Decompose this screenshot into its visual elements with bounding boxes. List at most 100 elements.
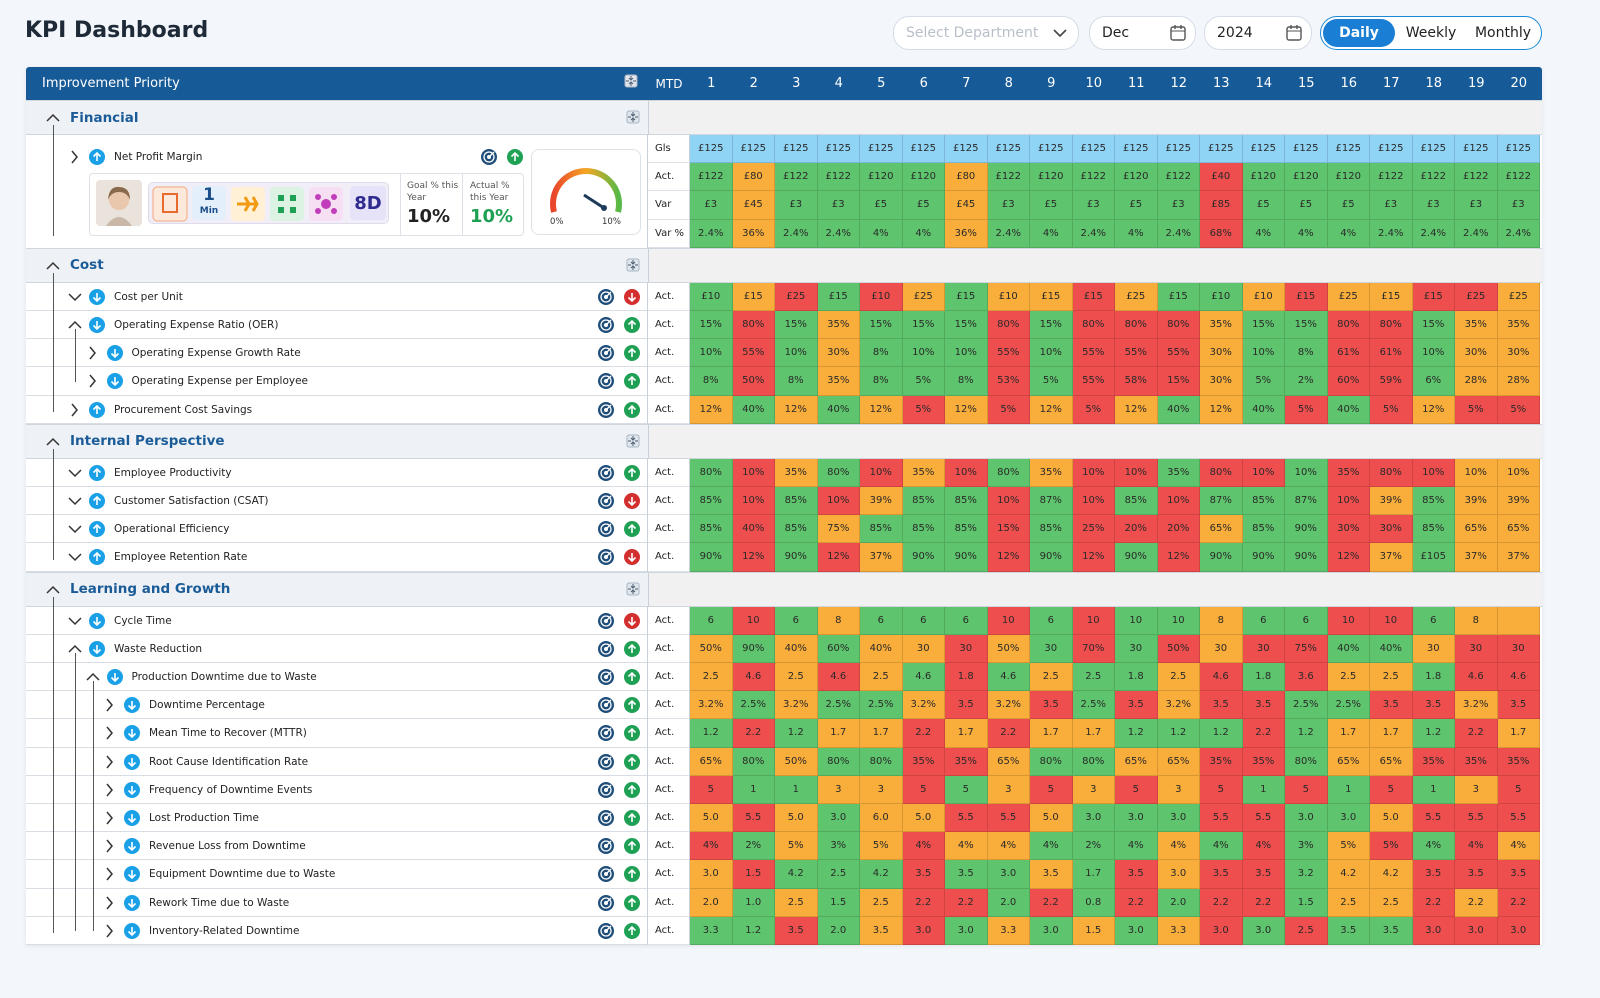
expand-toggle[interactable] [66, 548, 84, 566]
kpi-name[interactable]: Mean Time to Recover (MTTR) [149, 727, 307, 740]
target-icon[interactable] [597, 894, 615, 912]
section-toggle[interactable] [44, 433, 62, 451]
expand-toggle[interactable] [84, 344, 102, 362]
kpi-cell: 80% [1072, 311, 1115, 340]
target-icon[interactable] [597, 548, 615, 566]
year-picker[interactable]: 2024 [1204, 16, 1312, 50]
expand-toggle[interactable] [66, 316, 84, 334]
target-icon[interactable] [597, 640, 615, 658]
target-icon[interactable] [597, 668, 615, 686]
expand-toggle[interactable] [101, 753, 119, 771]
kpi-name[interactable]: Frequency of Downtime Events [149, 783, 313, 796]
kpi-name[interactable]: Operating Expense Growth Rate [131, 347, 301, 360]
target-icon[interactable] [597, 612, 615, 630]
kpi-cell: 12% [732, 543, 775, 572]
section-toggle[interactable] [44, 581, 62, 599]
priority-icon-glyph [89, 401, 105, 418]
kpi-cell: 3.2% [690, 691, 733, 720]
expand-toggle[interactable] [66, 520, 84, 538]
collapse-all-button[interactable] [624, 74, 642, 92]
section-collapse[interactable] [626, 434, 644, 452]
kpi-cell: 15% [902, 311, 945, 340]
kpi-name[interactable]: Equipment Downtime due to Waste [149, 868, 336, 881]
target-icon[interactable] [597, 492, 615, 510]
target-icon-glyph [598, 373, 614, 390]
expand-toggle[interactable] [66, 492, 84, 510]
expand-toggle[interactable] [101, 837, 119, 855]
kpi-cell: 4.6 [1497, 663, 1540, 692]
kpi-name[interactable]: Downtime Percentage [149, 699, 265, 712]
expand-toggle[interactable] [66, 401, 84, 419]
kpi-name[interactable]: Operating Expense Ratio (OER) [114, 319, 279, 332]
section-collapse[interactable] [626, 258, 644, 276]
target-icon[interactable] [597, 696, 615, 714]
target-icon[interactable] [597, 724, 615, 742]
kpi-cell: 15% [690, 311, 733, 340]
kpi-name[interactable]: Customer Satisfaction (CSAT) [114, 495, 269, 508]
target-icon[interactable] [597, 922, 615, 940]
kpi-cell: 3.0 [1030, 916, 1073, 945]
section-collapse[interactable] [626, 110, 644, 128]
priority-icon-glyph [124, 697, 140, 714]
target-icon[interactable] [597, 520, 615, 538]
target-icon[interactable] [597, 781, 615, 799]
expand-toggle[interactable] [101, 894, 119, 912]
expand-toggle[interactable] [101, 724, 119, 742]
section-toggle[interactable] [44, 257, 62, 275]
target-icon[interactable] [597, 837, 615, 855]
expand-toggle[interactable] [84, 668, 102, 686]
expand-toggle[interactable] [66, 640, 84, 658]
target-icon[interactable] [597, 865, 615, 883]
kpi-name[interactable]: Operating Expense per Employee [131, 375, 309, 388]
kpi-name[interactable]: Operational Efficiency [114, 523, 230, 536]
period-tab[interactable]: Daily [1323, 19, 1395, 47]
kpi-name[interactable]: Lost Production Time [149, 812, 259, 825]
priority-icon [88, 492, 106, 510]
kpi-name[interactable]: Production Downtime due to Waste [131, 671, 317, 684]
target-icon[interactable] [597, 288, 615, 306]
kpi-name[interactable]: Employee Productivity [114, 466, 232, 479]
kpi-name[interactable]: Cycle Time [114, 614, 172, 627]
period-tab[interactable]: Weekly [1405, 25, 1457, 41]
target-icon[interactable] [597, 372, 615, 390]
row-divider [26, 859, 648, 861]
kpi-cell: 28% [1455, 367, 1498, 396]
kpi-name[interactable]: Inventory-Related Downtime [149, 924, 300, 937]
kpi-cell: £80 [945, 163, 988, 192]
kpi-name[interactable]: Net Profit Margin [114, 151, 203, 163]
section-collapse[interactable] [626, 582, 644, 600]
kpi-cell: 3.0 [1157, 804, 1200, 833]
expand-toggle[interactable] [101, 696, 119, 714]
kpi-cell: 10% [860, 458, 903, 487]
day-header: 8 [1004, 76, 1013, 91]
expand-toggle[interactable] [66, 148, 84, 166]
expand-toggle[interactable] [66, 464, 84, 482]
target-icon[interactable] [597, 401, 615, 419]
kpi-name[interactable]: Waste Reduction [114, 642, 203, 655]
target-icon[interactable] [597, 464, 615, 482]
target-icon[interactable] [597, 344, 615, 362]
month-picker[interactable]: Dec [1089, 16, 1196, 50]
section-fill [648, 247, 1542, 283]
kpi-name[interactable]: Root Cause Identification Rate [149, 755, 309, 768]
expand-toggle[interactable] [101, 781, 119, 799]
expand-toggle[interactable] [66, 612, 84, 630]
expand-toggle[interactable] [101, 865, 119, 883]
kpi-name[interactable]: Procurement Cost Savings [114, 403, 253, 416]
target-icon[interactable] [597, 316, 615, 334]
target-icon[interactable] [597, 753, 615, 771]
kpi-name[interactable]: Employee Retention Rate [114, 551, 248, 564]
target-icon[interactable] [480, 148, 498, 166]
kpi-name[interactable]: Cost per Unit [114, 290, 183, 303]
kpi-name[interactable]: Rework Time due to Waste [149, 896, 290, 909]
expand-toggle[interactable] [101, 922, 119, 940]
expand-toggle[interactable] [101, 809, 119, 827]
kpi-name[interactable]: Revenue Loss from Downtime [149, 840, 306, 853]
department-select[interactable]: Select Department [893, 16, 1079, 50]
period-tab[interactable]: Monthly [1474, 25, 1532, 41]
kpi-cell: 1.7 [945, 719, 988, 748]
target-icon[interactable] [597, 809, 615, 827]
section-toggle[interactable] [44, 109, 62, 127]
expand-toggle[interactable] [84, 372, 102, 390]
expand-toggle[interactable] [66, 288, 84, 306]
